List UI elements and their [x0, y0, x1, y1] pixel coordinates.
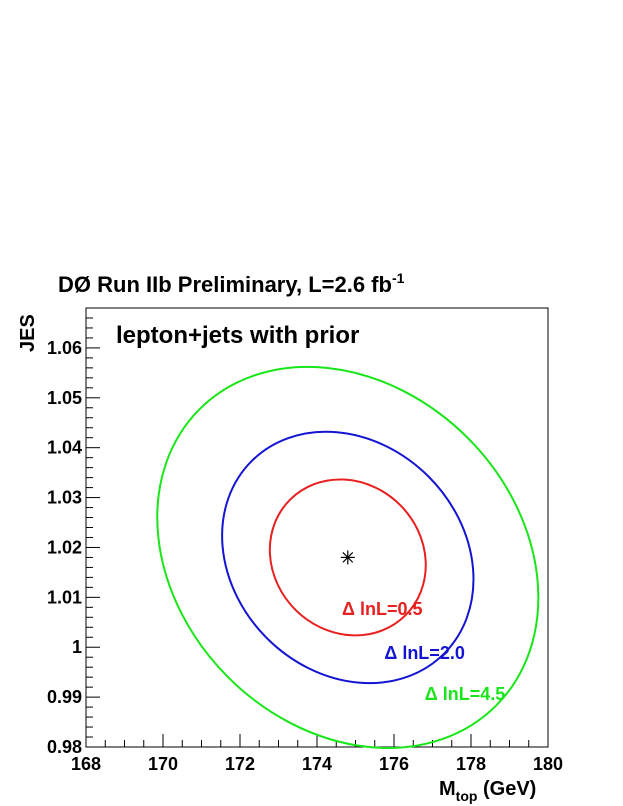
x-tick-label: 170: [148, 754, 178, 774]
x-tick-label: 176: [379, 754, 409, 774]
best-fit-marker: [340, 550, 355, 565]
y-axis-tick-labels: 0.98 0.99 1 1.01 1.02 1.03 1.04 1.05 1.06: [47, 338, 82, 757]
plot-frame: [85, 307, 549, 748]
x-tick-label: 168: [71, 754, 101, 774]
contour-ellipse: [156, 365, 540, 749]
contour-ellipse: [268, 478, 427, 637]
y-axis-title: JES: [17, 314, 39, 352]
likelihood-contours: [156, 365, 540, 749]
y-tick-label: 1.06: [47, 338, 82, 358]
y-tick-label: 0.99: [47, 687, 82, 707]
y-tick-label: 1.03: [47, 488, 82, 508]
chart-title-main: DØ Run IIb Preliminary, L=2.6 fb: [58, 272, 392, 297]
y-tick-label: 1.02: [47, 537, 82, 557]
x-axis-tick-labels: 168 170 172 174 176 178 180: [71, 754, 563, 774]
x-axis-title-subscript: top: [456, 788, 478, 804]
contour-labels: Δ lnL=0.5 Δ lnL=2.0 Δ lnL=4.5: [342, 599, 505, 704]
y-tick-label: 0.98: [47, 737, 82, 757]
x-tick-label: 172: [225, 754, 255, 774]
x-axis-title-unit: (GeV): [477, 778, 536, 800]
x-axis-title-main: M: [439, 778, 456, 800]
x-tick-label: 178: [456, 754, 486, 774]
x-axis-title: Mtop (GeV): [439, 778, 536, 804]
y-axis-ticks: [86, 307, 100, 748]
x-tick-label: 174: [302, 754, 332, 774]
y-tick-label: 1: [72, 637, 82, 657]
chart-title-superscript: -1: [392, 270, 405, 286]
best-fit-asterisk-stroke: [342, 552, 354, 563]
y-tick-label: 1.05: [47, 388, 82, 408]
contour-label: Δ lnL=0.5: [342, 599, 422, 619]
contour-label: Δ lnL=2.0: [384, 643, 464, 663]
plot-annotation: lepton+jets with prior: [116, 322, 359, 349]
y-tick-label: 1.01: [47, 587, 82, 607]
y-tick-label: 1.04: [47, 438, 82, 458]
contour-label: Δ lnL=4.5: [425, 684, 505, 704]
x-axis-ticks: [85, 734, 549, 747]
contour-ellipse: [221, 430, 475, 685]
x-tick-label: 180: [533, 754, 563, 774]
chart-title: DØ Run IIb Preliminary, L=2.6 fb-1: [58, 270, 405, 297]
